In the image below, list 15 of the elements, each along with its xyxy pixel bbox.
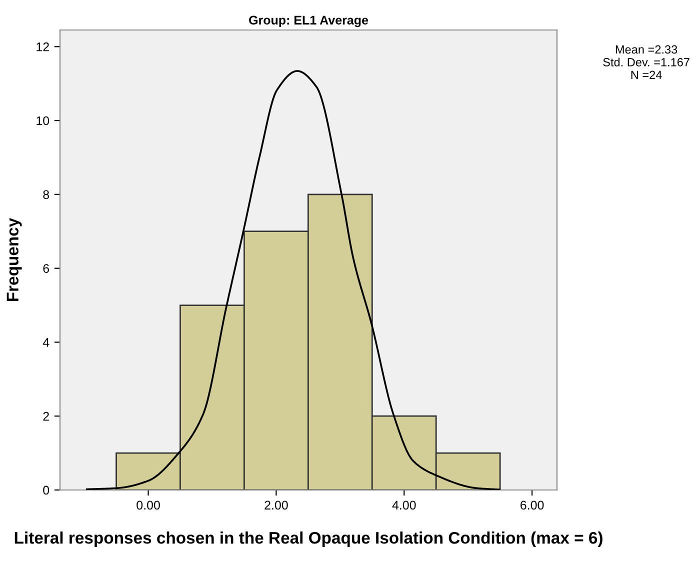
y-axis-title: Frequency <box>6 218 22 302</box>
y-tick-label: 12 <box>36 42 49 52</box>
y-tick-label: 10 <box>36 116 50 126</box>
y-tick-label: 6 <box>43 264 50 273</box>
y-tick-label: 8 <box>43 190 50 200</box>
text: Mean =2.33 Std. Dev. =1.167 N =24 <box>603 45 690 79</box>
y-tick-label: 2 <box>43 412 49 421</box>
x-axis-title: Literal responses chosen in the Real Opaque Isolation Condition (max = 6) <box>14 532 602 548</box>
x-tick-label: 0.00 <box>136 500 160 510</box>
x-tick-label: 2.00 <box>264 500 288 510</box>
chart-title: Group: EL1 Average <box>249 16 368 28</box>
y-tick-label: 4 <box>42 338 50 347</box>
y-tick-label: 0 <box>43 486 50 495</box>
x-tick-label: 4.00 <box>392 500 416 510</box>
x-tick-label: 6.00 <box>520 500 544 510</box>
